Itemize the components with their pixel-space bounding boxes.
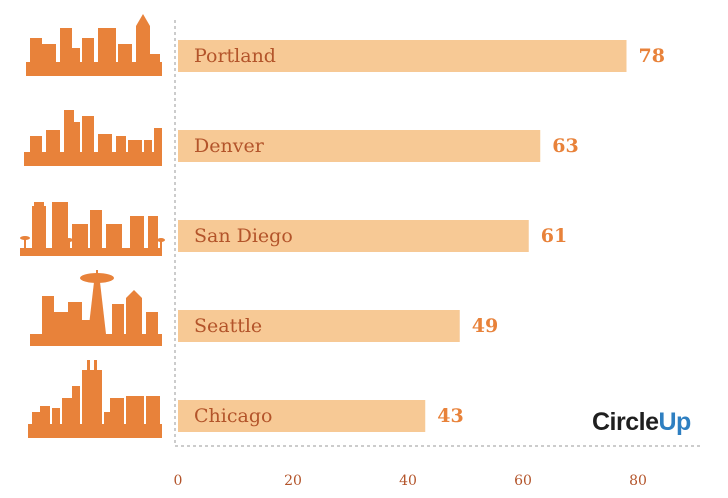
bars-group: Portland 78 Denver 63 San Diego 61 Seattle 49 Ch… <box>178 40 665 432</box>
value-label-chicago: 43 <box>437 405 463 427</box>
bar-label-san-diego: San Diego <box>194 225 293 247</box>
bar-san-diego <box>178 220 529 252</box>
value-label-seattle: 49 <box>472 315 498 337</box>
denver-skyline-icon <box>24 110 162 166</box>
bar-portland <box>178 40 627 72</box>
x-tick-label: 80 <box>629 473 647 489</box>
value-label-denver: 63 <box>552 135 578 157</box>
x-tick-label: 0 <box>174 473 183 489</box>
bar-seattle <box>178 310 460 342</box>
portland-skyline-icon <box>26 14 162 76</box>
san-diego-skyline-icon <box>20 202 165 256</box>
bar-chicago <box>178 400 426 432</box>
chicago-skyline-icon <box>28 360 162 438</box>
seattle-skyline-icon <box>30 270 162 346</box>
x-tick-label: 60 <box>514 473 532 489</box>
x-tick-label: 20 <box>284 473 302 489</box>
circleup-logo: CircleUp <box>592 408 691 437</box>
bar-label-seattle: Seattle <box>194 315 262 337</box>
logo-text-circle: Circle <box>592 408 659 436</box>
bar-label-portland: Portland <box>194 45 276 67</box>
value-label-san-diego: 61 <box>541 225 567 247</box>
x-tick-label: 40 <box>399 473 417 489</box>
bar-label-chicago: Chicago <box>194 405 272 427</box>
bar-label-denver: Denver <box>194 135 265 157</box>
logo-text-up: Up <box>658 408 691 436</box>
x-ticks: 0 20 40 60 80 <box>174 473 647 489</box>
bar-denver <box>178 130 541 162</box>
skyline-icons <box>20 14 165 438</box>
value-label-portland: 78 <box>639 45 665 67</box>
